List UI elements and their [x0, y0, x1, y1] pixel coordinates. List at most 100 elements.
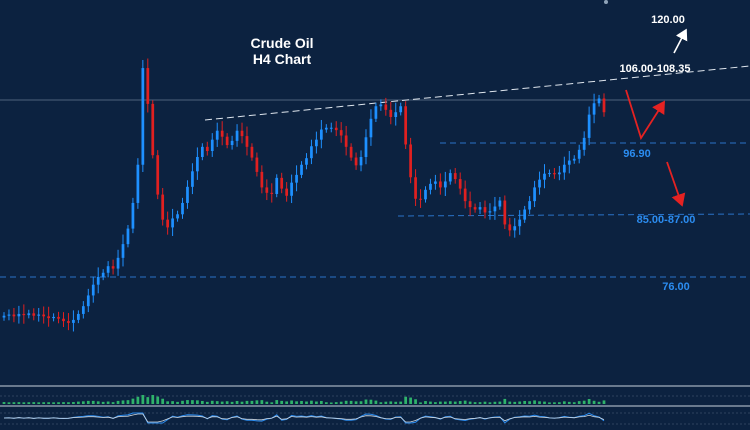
- candle-body: [399, 106, 403, 113]
- volume-bar: [329, 402, 333, 404]
- candle-body: [191, 171, 194, 187]
- volume-bar: [364, 399, 368, 404]
- volume-bar: [483, 401, 487, 404]
- candle-body: [146, 68, 150, 104]
- candle-body: [443, 181, 447, 188]
- candle-body: [17, 313, 21, 317]
- candle-body: [503, 200, 507, 225]
- candle-body: [176, 214, 179, 219]
- candle-body: [240, 130, 244, 137]
- volume-bar: [334, 402, 338, 404]
- volume-bar: [2, 402, 6, 404]
- candle-body: [235, 130, 239, 141]
- volume-bar: [200, 400, 204, 404]
- volume-bar: [448, 401, 452, 404]
- candle-body: [230, 140, 234, 146]
- candle-body: [295, 174, 298, 183]
- volume-bar: [106, 401, 110, 404]
- volume-bar: [414, 399, 417, 404]
- volume-bar: [359, 401, 363, 404]
- volume-bar: [602, 400, 606, 404]
- candle-body: [508, 224, 512, 231]
- volume-bar: [37, 402, 41, 404]
- candle-body: [101, 272, 105, 277]
- candle-body: [27, 313, 31, 316]
- candle-body: [567, 160, 571, 165]
- candle-body: [483, 207, 487, 213]
- volume-bar: [300, 400, 303, 404]
- volume-bar: [290, 400, 293, 404]
- volume-bar: [181, 400, 184, 404]
- volume-bar: [240, 401, 244, 404]
- candle-body: [126, 228, 130, 245]
- volume-bar: [57, 402, 60, 404]
- volume-bar: [255, 400, 259, 404]
- volume-bar: [434, 402, 437, 404]
- volume-bar: [513, 401, 517, 404]
- volume-bar: [295, 401, 298, 404]
- down-arrow-red: [666, 161, 686, 207]
- volume-bar: [77, 401, 80, 404]
- volume-bar: [443, 401, 447, 404]
- candle-body: [394, 112, 398, 117]
- volume-bar: [156, 396, 160, 404]
- candle-body: [592, 103, 596, 115]
- candle-body: [12, 314, 16, 317]
- volume-bar: [280, 400, 284, 404]
- candle-body: [280, 177, 284, 189]
- volume-bar: [439, 401, 442, 404]
- volume-bar: [508, 401, 512, 404]
- candle-body: [111, 266, 115, 269]
- volume-bar: [319, 400, 323, 404]
- candle-body: [513, 226, 517, 231]
- candle-body: [478, 207, 482, 210]
- candle-body: [205, 146, 209, 152]
- volume-bar: [151, 395, 155, 404]
- oscillator-signal-line: [3, 413, 605, 423]
- volume-bar: [518, 401, 522, 404]
- up-arrow-white: [673, 28, 688, 54]
- candle-body: [52, 316, 55, 319]
- volume-bar: [42, 402, 46, 404]
- volume-bar: [161, 398, 165, 404]
- volume-bar: [146, 397, 150, 404]
- volume-bar: [577, 401, 581, 404]
- candle-body: [414, 177, 417, 199]
- candle-body: [518, 219, 522, 227]
- volume-bar: [349, 400, 353, 404]
- volume-bar: [463, 400, 467, 404]
- candle-body: [220, 130, 224, 137]
- volume-bar: [67, 402, 70, 404]
- candle-body: [488, 211, 492, 213]
- candle-body: [300, 164, 303, 175]
- candle-body: [429, 183, 432, 190]
- candle-body: [453, 173, 457, 180]
- volume-bar: [260, 400, 264, 404]
- trendline: [204, 65, 750, 121]
- candle-body: [166, 219, 169, 228]
- candle-body: [171, 218, 174, 228]
- candle-body: [329, 127, 333, 129]
- chart-title: Crude Oil: [250, 35, 313, 51]
- candle-body: [156, 155, 160, 195]
- candle-body: [57, 316, 60, 319]
- candle-body: [374, 106, 378, 119]
- volume-bar: [12, 402, 16, 404]
- candle-body: [364, 137, 368, 157]
- candle-body: [439, 181, 442, 188]
- candle-body: [419, 198, 422, 200]
- volume-bar: [582, 400, 586, 404]
- volume-bar: [22, 402, 26, 404]
- candle-body: [587, 114, 591, 138]
- candle-body: [582, 137, 586, 150]
- candle-body: [434, 181, 437, 184]
- volume-bar: [116, 400, 120, 404]
- candle-body: [339, 130, 343, 136]
- candle-body: [96, 276, 100, 285]
- candle-body: [250, 146, 254, 158]
- candle-body: [136, 164, 140, 203]
- volume-bar: [141, 395, 145, 404]
- candle-body: [548, 173, 551, 175]
- volume-bar: [171, 401, 174, 404]
- candle-body: [196, 156, 199, 172]
